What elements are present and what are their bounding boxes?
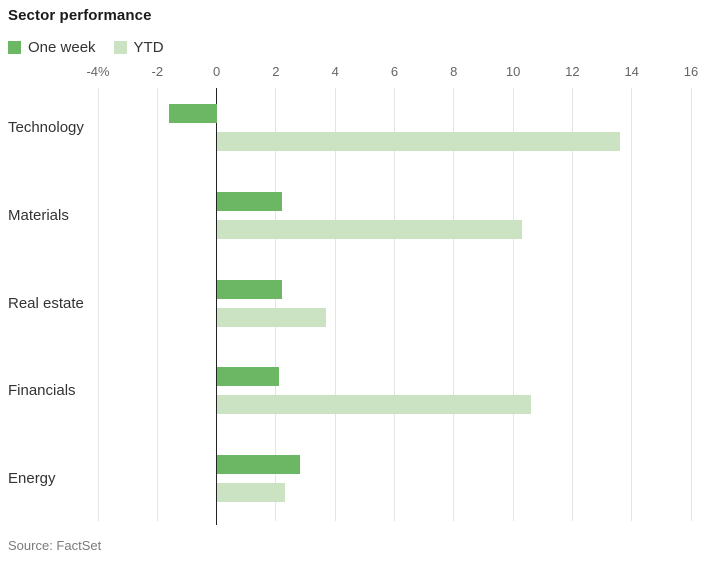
x-tick-label: 4 <box>331 64 339 79</box>
x-tick-label: -4% <box>86 64 110 79</box>
gridline <box>394 88 395 521</box>
bar-ytd <box>216 395 531 415</box>
x-tick-label: 10 <box>505 64 521 79</box>
gridline <box>571 88 573 521</box>
bar-one-week <box>216 191 282 211</box>
chart-title: Sector performance <box>8 7 152 24</box>
category-label: Energy <box>8 470 56 488</box>
bar-one-week <box>216 455 300 475</box>
source-text: Source: FactSet <box>8 538 102 553</box>
one-week-swatch-icon <box>8 41 21 54</box>
legend-label-ytd: YTD <box>133 39 164 56</box>
bar-one-week <box>169 104 217 123</box>
category-label: Real estate <box>8 294 84 312</box>
bar-ytd <box>216 219 522 239</box>
gridline <box>690 88 692 521</box>
gridline <box>631 88 633 521</box>
gridline <box>453 88 455 521</box>
x-tick-label: 6 <box>390 64 399 79</box>
bar-one-week <box>216 367 279 387</box>
gridline <box>275 88 277 521</box>
legend-label-one-week: One week <box>28 39 96 56</box>
ytd-swatch-icon <box>113 41 127 54</box>
zero-axis-line <box>216 88 218 525</box>
legend-item-one-week: One week <box>8 39 96 56</box>
gridline <box>156 88 158 521</box>
x-tick-label: 8 <box>450 64 458 79</box>
x-tick-label: 14 <box>624 64 639 79</box>
x-tick-label: 2 <box>272 64 280 79</box>
category-label: Materials <box>8 206 69 224</box>
bar-ytd <box>216 132 620 151</box>
category-label: Financials <box>8 382 76 400</box>
x-tick-label: -2 <box>151 64 164 79</box>
bar-ytd <box>216 307 327 327</box>
gridline <box>334 88 336 521</box>
bar-ytd <box>216 483 285 503</box>
legend: One week YTD <box>8 39 164 56</box>
legend-item-ytd: YTD <box>113 39 164 56</box>
gridline <box>512 88 514 521</box>
x-tick-label: 0 <box>212 64 221 79</box>
category-label: Technology <box>8 119 84 136</box>
x-tick-label: 12 <box>565 64 580 79</box>
x-tick-label: 16 <box>683 64 699 79</box>
gridline <box>97 88 99 521</box>
bar-one-week <box>216 279 282 299</box>
